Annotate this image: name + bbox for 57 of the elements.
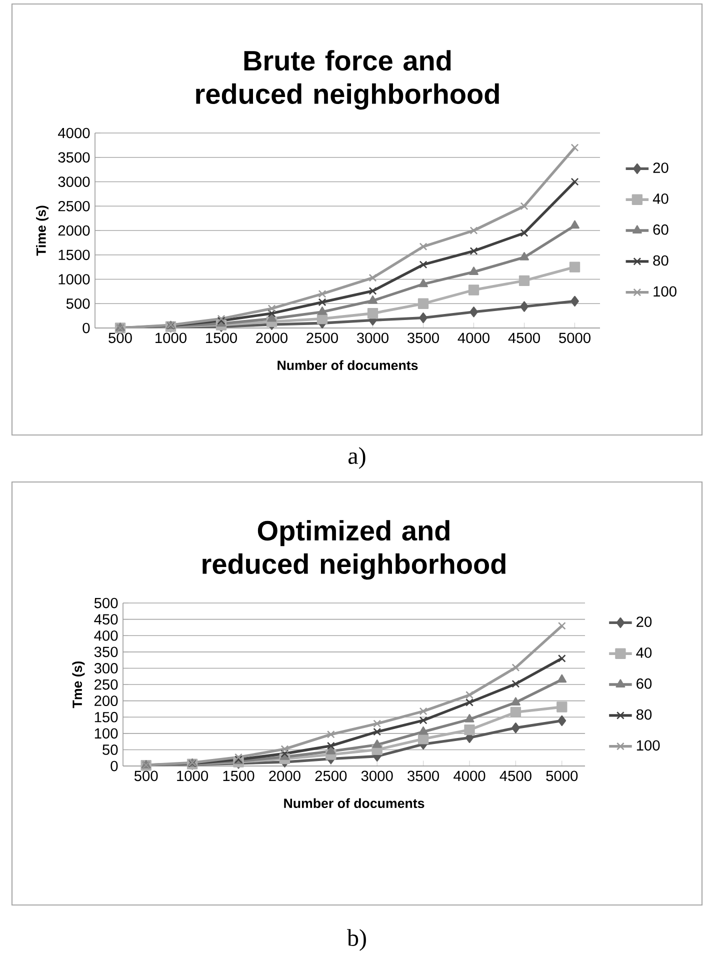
y-tick-label: 500 (66, 298, 90, 309)
x-tick-label: 3000 (357, 332, 388, 344)
y-tick-label: 1500 (58, 250, 90, 260)
text: a) (348, 447, 366, 469)
x-tick-label: 1000 (156, 332, 186, 344)
x-tick-label: 1500 (223, 770, 254, 782)
legend-label: 20 (636, 616, 652, 627)
x-tick-label: 2000 (256, 332, 288, 344)
y-tick-label: 300 (94, 663, 118, 674)
y-tick-label: 200 (94, 696, 118, 706)
legend-label: 100 (654, 286, 676, 297)
legend-label: 80 (636, 709, 652, 720)
y-tick-label: 2500 (58, 200, 90, 212)
text: b) (347, 929, 366, 951)
x-tick-label: 5000 (559, 332, 590, 344)
legend-label: 40 (636, 648, 652, 658)
x-tick-label: 5000 (546, 770, 578, 782)
y-tick-label: 0 (110, 760, 118, 772)
y-tick-label: 150 (94, 712, 118, 722)
chart-title: Optimized and reduced neighborhood (202, 520, 506, 580)
y-tick-label: 400 (94, 630, 118, 641)
x-tick-label: 2500 (306, 332, 338, 344)
legend-label: 60 (653, 224, 668, 235)
x-tick-label: 500 (134, 770, 158, 782)
legend-label: 80 (653, 255, 668, 266)
y-axis-title: Time (s) (36, 206, 48, 256)
legend-label: 60 (636, 678, 652, 689)
x-tick-label: 3500 (408, 770, 440, 782)
y-tick-label: 0 (82, 322, 90, 334)
chart-title: Brute force and reduced neighborhood (196, 50, 499, 110)
x-tick-label: 4000 (454, 770, 486, 782)
x-tick-label: 3000 (361, 770, 393, 782)
x-axis-title: Number of documents (284, 798, 424, 808)
legend-label: 40 (652, 194, 668, 204)
x-tick-label: 2500 (315, 770, 347, 782)
y-tick-label: 250 (94, 679, 118, 690)
x-tick-label: 3500 (408, 332, 439, 344)
y-tick-label: 2000 (58, 225, 90, 236)
y-axis-title: Tme (s) (72, 661, 85, 708)
y-tick-label: 1000 (58, 274, 90, 284)
y-tick-label: 3500 (58, 152, 90, 163)
x-tick-label: 2000 (269, 770, 300, 782)
y-tick-label: 4000 (58, 128, 90, 138)
x-tick-label: 1500 (206, 332, 237, 344)
y-tick-label: 50 (102, 744, 118, 755)
x-tick-label: 4500 (508, 332, 540, 344)
legend-label: 100 (636, 740, 660, 751)
x-tick-label: 4000 (458, 332, 490, 344)
x-tick-label: 4500 (500, 770, 532, 782)
x-axis-title: Number of documents (278, 360, 418, 370)
y-tick-label: 350 (94, 646, 118, 658)
legend-label: 20 (653, 162, 668, 173)
y-tick-label: 100 (94, 728, 118, 739)
y-tick-label: 500 (94, 598, 118, 608)
y-tick-label: 3000 (58, 176, 90, 187)
y-tick-label: 450 (94, 614, 118, 625)
x-tick-label: 1000 (177, 770, 208, 782)
